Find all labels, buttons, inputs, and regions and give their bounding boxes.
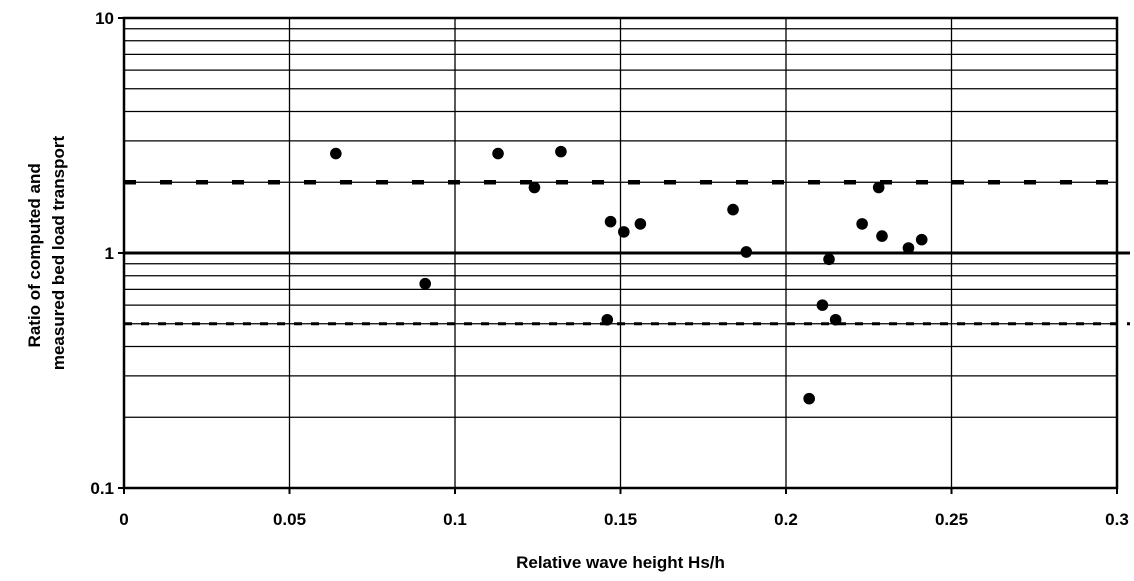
x-axis-title: Relative wave height Hs/h xyxy=(516,553,725,572)
data-point xyxy=(634,218,647,230)
data-point xyxy=(803,392,815,405)
y-axis-title: Ratio of computed and measured bed load … xyxy=(25,136,68,371)
x-tick-label: 0.25 xyxy=(935,510,968,529)
x-axis-tick-labels: 0 0.05 0.1 0.15 0.2 0.25 0.3 xyxy=(119,510,1129,529)
data-point xyxy=(604,215,617,228)
data-point xyxy=(618,226,630,238)
data-point xyxy=(829,313,842,326)
reference-lines xyxy=(124,180,1130,326)
x-tick-label: 0.1 xyxy=(443,510,467,529)
data-point xyxy=(816,299,829,311)
y-tick-label: 10 xyxy=(95,9,114,28)
x-tick-label: 0.2 xyxy=(774,510,798,529)
y-tick-label: 0.1 xyxy=(90,479,114,498)
data-point xyxy=(876,230,888,242)
data-point xyxy=(823,253,835,266)
data-point xyxy=(740,246,753,258)
x-tick-label: 0.3 xyxy=(1105,510,1129,529)
data-point xyxy=(915,233,928,246)
data-point xyxy=(872,181,885,194)
data-point xyxy=(902,242,915,254)
data-point xyxy=(856,218,868,230)
data-point xyxy=(492,147,504,160)
x-tick-label: 0.05 xyxy=(273,510,306,529)
x-tick-label: 0.15 xyxy=(604,510,637,529)
data-points xyxy=(330,145,928,405)
data-point xyxy=(601,313,614,326)
y-axis-title-line-2: measured bed load transport xyxy=(49,136,68,371)
grid-lines xyxy=(118,17,1118,494)
data-point xyxy=(330,147,342,160)
data-point xyxy=(555,145,567,158)
data-point xyxy=(727,203,739,216)
y-axis-tick-labels: 0.1 1 10 xyxy=(90,9,114,498)
data-point xyxy=(528,181,541,194)
data-point xyxy=(419,277,432,290)
x-tick-label: 0 xyxy=(119,510,128,529)
y-axis-title-line-1: Ratio of computed and xyxy=(25,163,44,347)
plot-area-frame xyxy=(122,16,1119,490)
y-tick-label: 1 xyxy=(105,244,114,263)
